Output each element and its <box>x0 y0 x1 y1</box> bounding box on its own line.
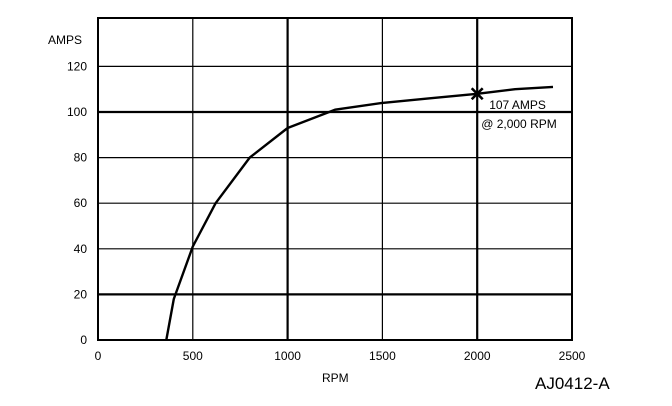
marker-stroke <box>470 87 484 101</box>
annotation-line: @ 2,000 RPM <box>481 117 557 131</box>
y-tick-label: 120 <box>67 59 87 73</box>
tick-labels: 0 500 1000 1500 2000 2500 0 20 40 60 80 100 120 <box>67 59 586 363</box>
y-tick-label: 100 <box>67 105 87 119</box>
x-tick-label: 1000 <box>274 349 301 363</box>
y-tick-label: 20 <box>74 287 88 301</box>
y-axis-title: AMPS <box>48 33 82 47</box>
y-tick-label: 60 <box>74 196 88 210</box>
x-tick-label: 0 <box>95 349 102 363</box>
annotation-line: 107 AMPS <box>489 98 546 112</box>
figure-id: AJ0412-A <box>535 374 610 393</box>
x-tick-label: 2000 <box>464 349 491 363</box>
series-line <box>165 85 554 341</box>
annotation: 107 AMPS @ 2,000 RPM <box>481 98 557 131</box>
y-tick-label: 40 <box>74 242 88 256</box>
x-tick-label: 500 <box>183 349 203 363</box>
x-axis-title: RPM <box>322 371 349 385</box>
highlight-marker <box>470 87 484 101</box>
plot-frame <box>97 17 573 341</box>
x-tick-label: 1500 <box>369 349 396 363</box>
grid <box>98 18 572 340</box>
y-tick-label: 80 <box>74 151 88 165</box>
x-tick-label: 2500 <box>559 349 586 363</box>
y-tick-label: 0 <box>80 333 87 347</box>
